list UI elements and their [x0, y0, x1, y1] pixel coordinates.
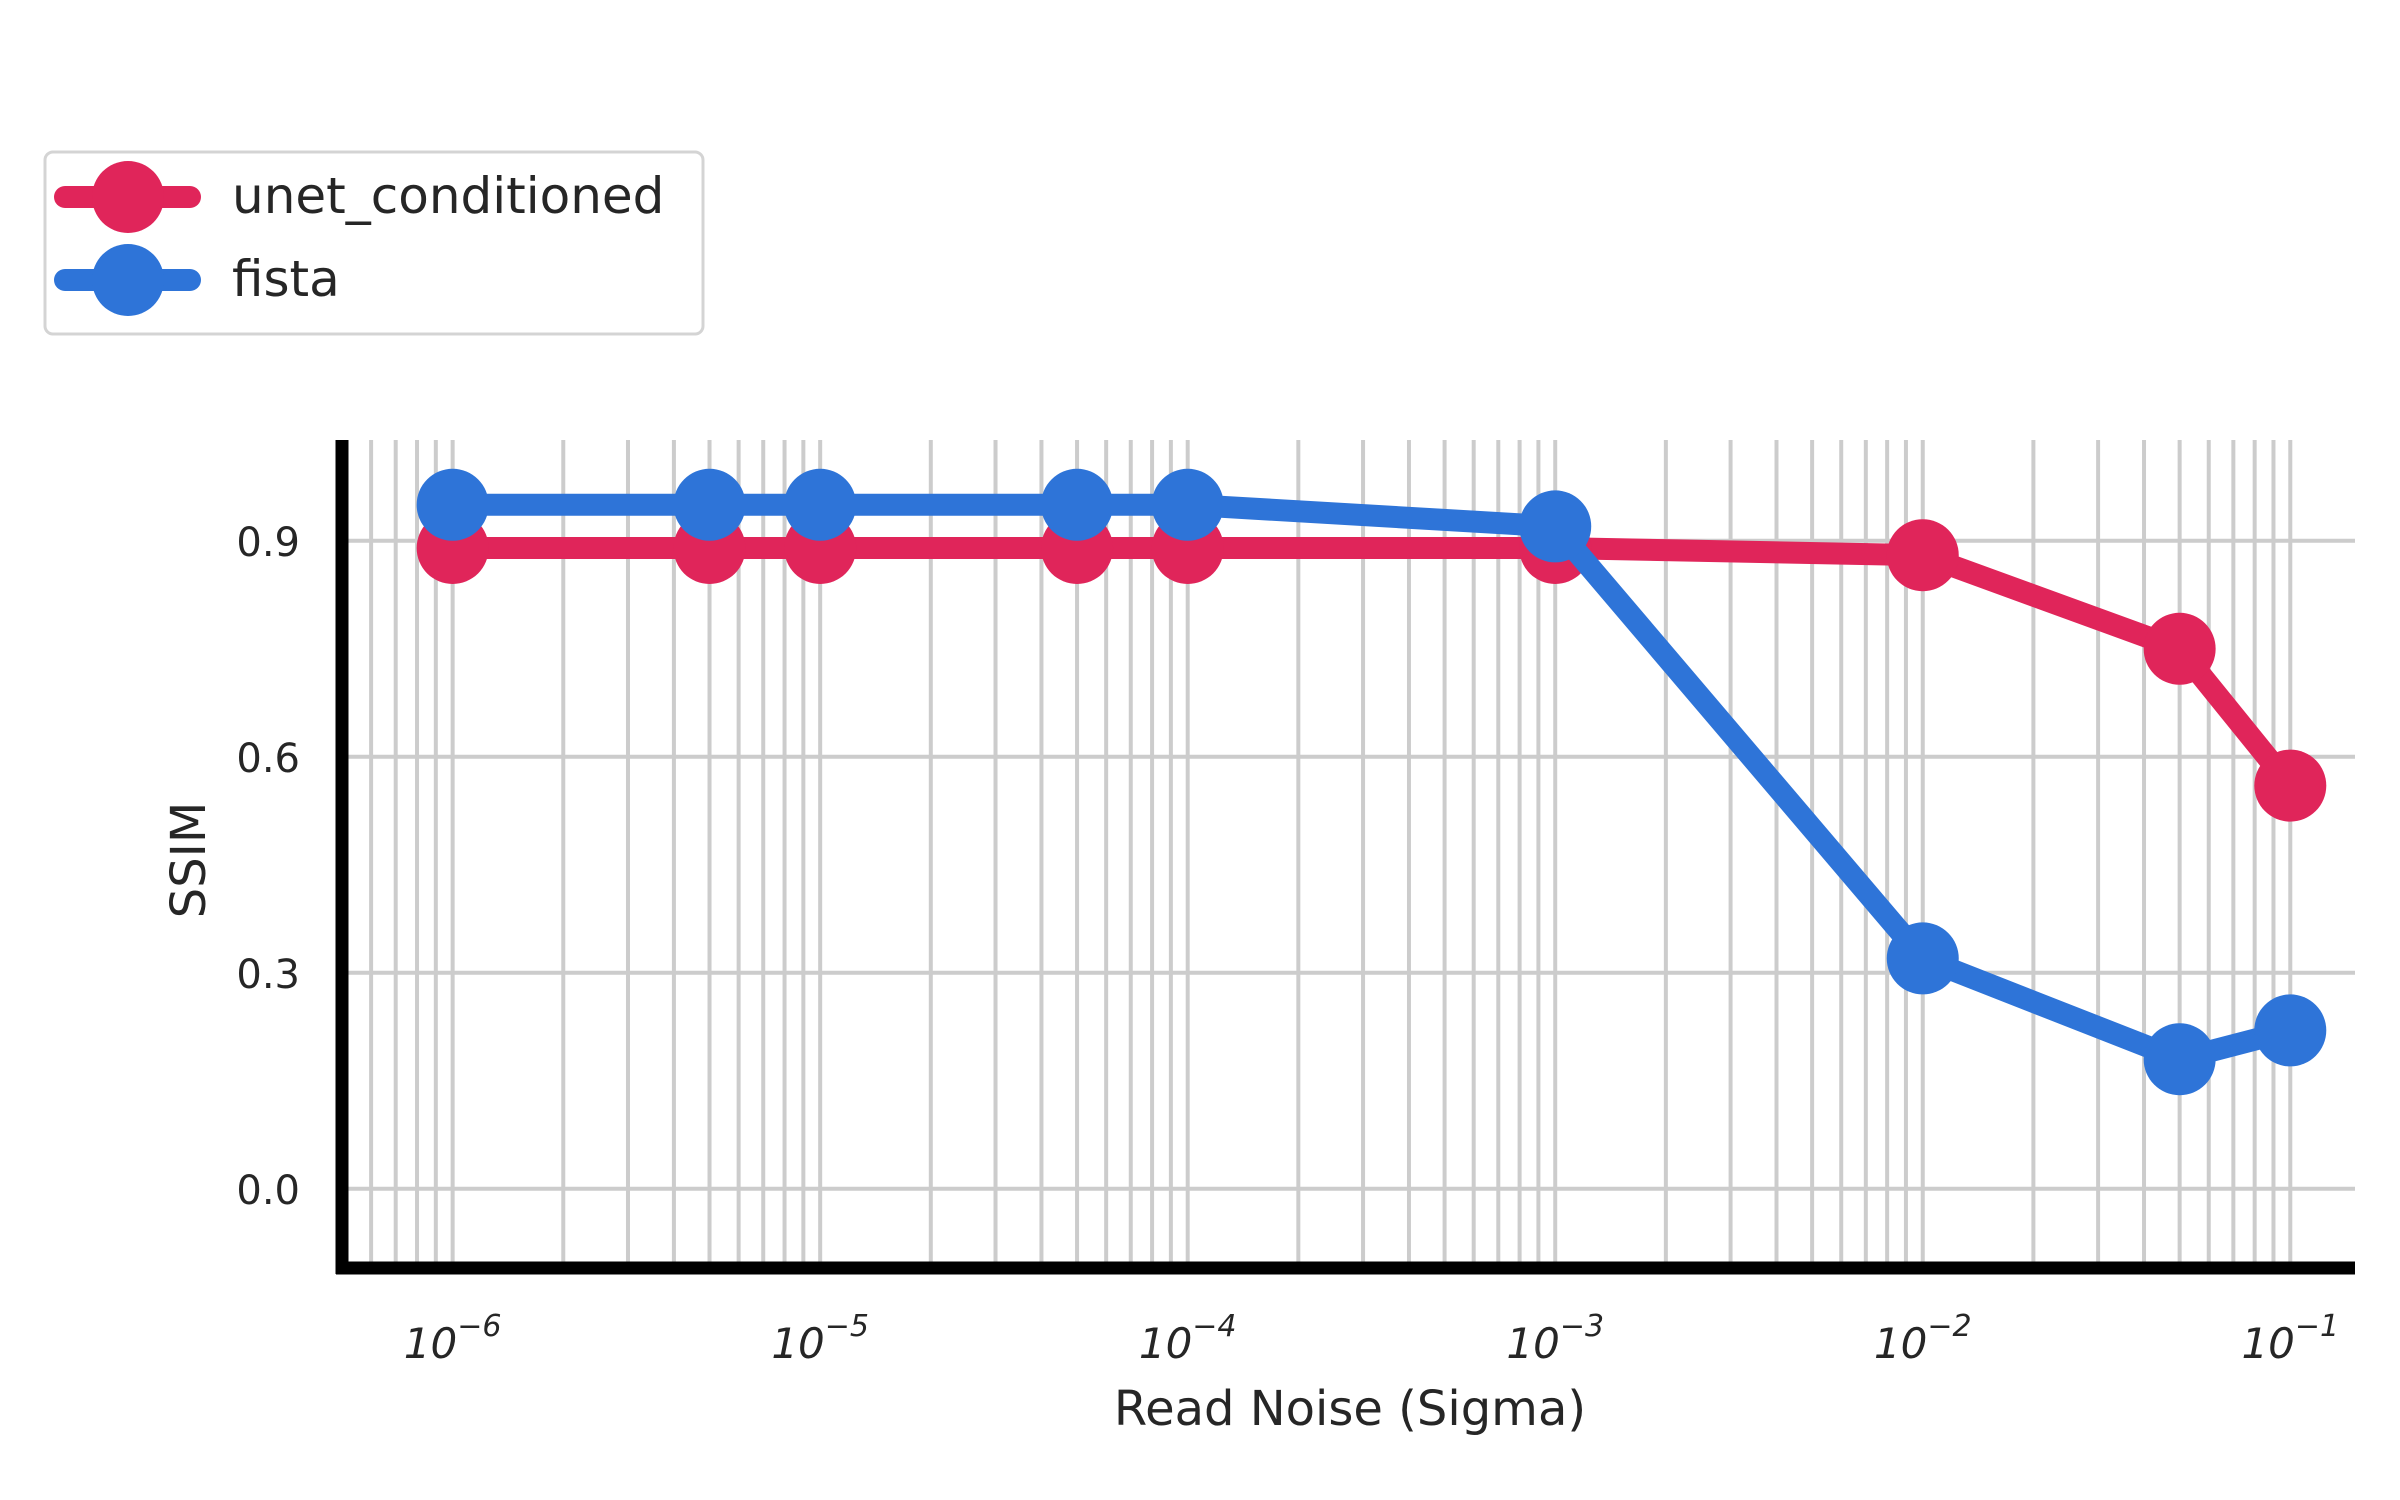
data-point-fista — [1041, 468, 1114, 541]
y-axis-label: SSIM — [161, 802, 217, 919]
x-tick-label: 10−4 — [1139, 1309, 1237, 1368]
data-point-fista — [2254, 994, 2327, 1067]
grid — [340, 440, 2355, 1268]
data-point-fista — [416, 468, 489, 541]
legend-marker-unet_conditioned — [92, 161, 164, 233]
data-point-fista — [784, 468, 857, 541]
y-tick-label: 0.0 — [236, 1168, 300, 1214]
legend-label-unet_conditioned: unet_conditioned — [232, 167, 664, 225]
legend-marker-fista — [92, 244, 164, 316]
series — [416, 468, 2327, 1096]
x-tick-label: 10−6 — [404, 1309, 502, 1368]
data-point-unet_conditioned — [2254, 749, 2327, 822]
x-tick-label: 10−1 — [2241, 1309, 2339, 1368]
axes — [335, 440, 2355, 1275]
data-point-fista — [2143, 1023, 2216, 1096]
data-point-fista — [1519, 490, 1592, 563]
x-tick-label: 10−5 — [771, 1309, 869, 1368]
legend: unet_conditioned fista — [43, 150, 705, 336]
tick-labels: 0.0 0.3 0.6 0.9 10−6 10−5 10−4 10−3 10−2 10−1 — [236, 520, 2339, 1368]
series-line-unet_conditioned — [441, 537, 2302, 797]
y-tick-label: 0.3 — [236, 952, 300, 998]
y-tick-label: 0.9 — [236, 520, 300, 566]
data-point-fista — [1151, 468, 1224, 541]
y-tick-label: 0.6 — [236, 736, 300, 782]
legend-frame — [43, 150, 705, 336]
x-tick-label: 10−2 — [1874, 1309, 1972, 1368]
x-axis-label: Read Noise (Sigma) — [1114, 1381, 1586, 1437]
data-point-fista — [673, 468, 746, 541]
data-point-fista — [1886, 922, 1959, 995]
x-tick-label: 10−3 — [1506, 1309, 1604, 1368]
legend-label-fista: fista — [232, 250, 340, 308]
data-point-unet_conditioned — [2143, 612, 2216, 685]
data-point-unet_conditioned — [1886, 519, 1959, 592]
